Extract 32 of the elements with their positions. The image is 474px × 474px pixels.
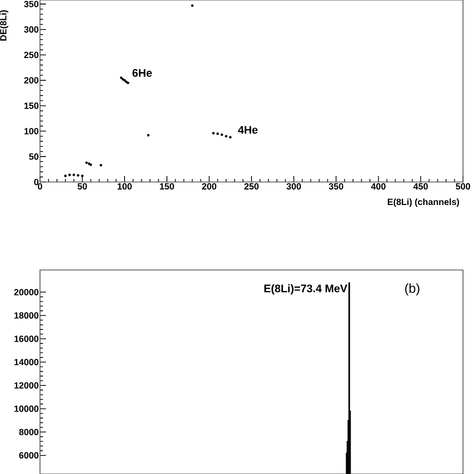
y-tick-label: 200 xyxy=(24,77,38,84)
y-axis-title: DE(8Li) xyxy=(0,10,8,41)
y-tick-label: 14000 xyxy=(14,358,38,366)
x-tick-label: 50 xyxy=(78,183,87,190)
annotation: (b) xyxy=(405,283,420,296)
annotation: 4He xyxy=(238,126,258,134)
y-tick-label: 16000 xyxy=(14,336,38,342)
x-axis-title: E(8Li) (channels) xyxy=(388,198,460,207)
x-tick-label: 200 xyxy=(202,183,216,190)
y-tick-label: 18000 xyxy=(14,312,38,319)
y-tick-label: 8000 xyxy=(19,428,38,436)
y-tick-label: 350 xyxy=(24,0,38,8)
y-tick-label: 300 xyxy=(24,26,38,33)
x-tick-label: 300 xyxy=(286,183,301,190)
x-tick-label: 100 xyxy=(118,183,132,190)
y-tick-label: 100 xyxy=(24,128,38,134)
annotation: 6He xyxy=(132,69,152,77)
x-tick-label: 350 xyxy=(328,183,344,190)
y-tick-label: 20000 xyxy=(14,288,38,296)
x-tick-label: 150 xyxy=(160,183,174,190)
y-tick-label: 0 xyxy=(34,178,38,186)
y-tick-label: 150 xyxy=(24,102,38,109)
y-tick-label: 50 xyxy=(29,153,38,160)
x-tick-label: 250 xyxy=(244,183,259,190)
y-tick-label: 6000 xyxy=(19,452,38,459)
y-tick-label: 10000 xyxy=(14,406,38,412)
annotation: E(8Li)=73.4 MeV xyxy=(264,284,348,294)
x-tick-label: 450 xyxy=(413,183,428,190)
x-tick-label: 500 xyxy=(456,183,470,190)
y-tick-label: 12000 xyxy=(14,382,38,389)
x-tick-label: 400 xyxy=(371,183,386,190)
y-tick-label: 250 xyxy=(24,52,38,58)
